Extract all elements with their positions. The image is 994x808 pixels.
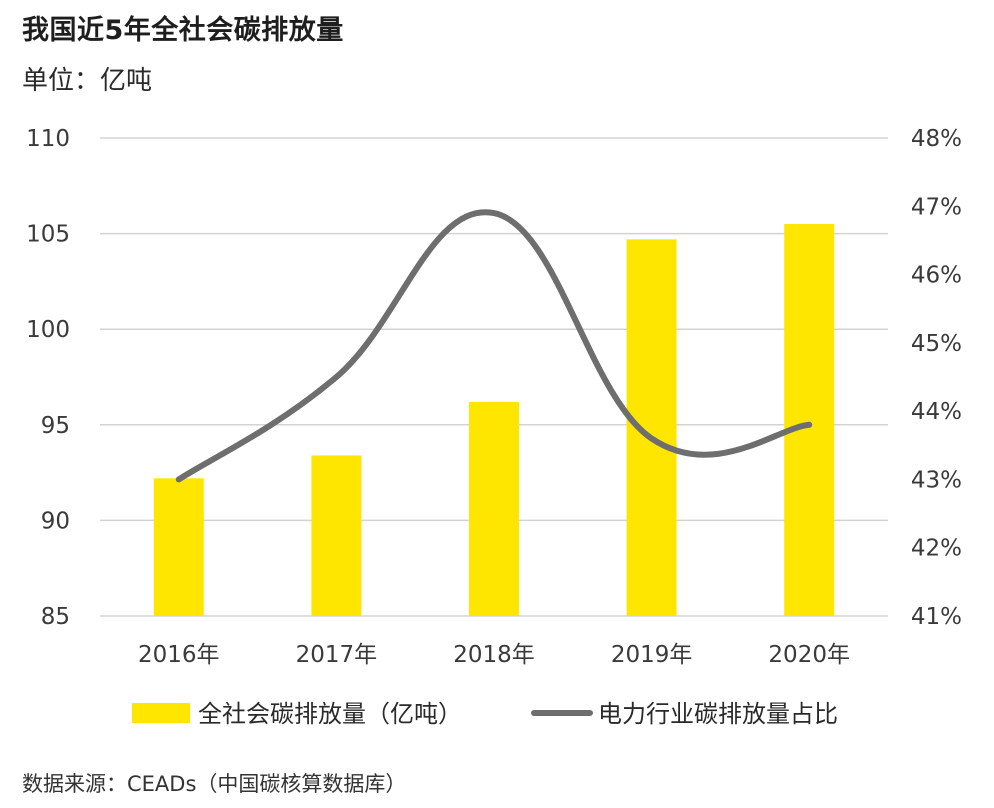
y2-tick-label: 43%: [911, 467, 962, 493]
bar-series: [153, 224, 835, 617]
bar: [311, 455, 362, 616]
x-tick-label: 2019年: [611, 642, 693, 668]
x-axis: 2016年 2017年 2018年 2019年 2020年: [138, 642, 850, 668]
legend-label-line: 电力行业碳排放量占比: [598, 700, 838, 728]
x-tick-label: 2018年: [453, 642, 535, 668]
chart-title: 我国近5年全社会碳排放量: [22, 15, 344, 46]
x-tick-label: 2017年: [296, 642, 378, 668]
y2-tick-label: 47%: [911, 194, 962, 220]
y-tick-label: 110: [26, 126, 70, 152]
bar: [626, 239, 677, 616]
data-source-note: 数据来源：CEADs（中国碳核算数据库）: [22, 772, 407, 796]
y-tick-label: 85: [41, 604, 70, 630]
legend-swatch-bar: [132, 703, 190, 723]
x-tick-label: 2020年: [768, 642, 850, 668]
y-tick-label: 100: [26, 317, 70, 343]
y-tick-label: 90: [41, 508, 70, 534]
bar: [153, 478, 204, 616]
y2-tick-label: 41%: [911, 604, 962, 630]
right-axis: 48% 47% 46% 45% 44% 43% 42% 41%: [911, 126, 962, 630]
y-tick-label: 105: [26, 222, 70, 248]
x-tick-label: 2016年: [138, 642, 220, 668]
unit-label: 单位：亿吨: [22, 66, 153, 96]
line-series: [175, 209, 813, 483]
y2-tick-label: 42%: [911, 536, 962, 562]
y2-tick-label: 45%: [911, 331, 962, 357]
legend: 全社会碳排放量（亿吨） 电力行业碳排放量占比: [132, 700, 838, 728]
y-tick-label: 95: [41, 413, 70, 439]
bar: [784, 224, 835, 617]
y2-tick-label: 46%: [911, 263, 962, 289]
legend-label-bar: 全社会碳排放量（亿吨）: [198, 700, 462, 728]
left-axis: 110 105 100 95 90 85: [26, 126, 70, 630]
bar: [469, 401, 519, 616]
y2-tick-label: 48%: [911, 126, 962, 152]
y2-tick-label: 44%: [911, 399, 962, 425]
